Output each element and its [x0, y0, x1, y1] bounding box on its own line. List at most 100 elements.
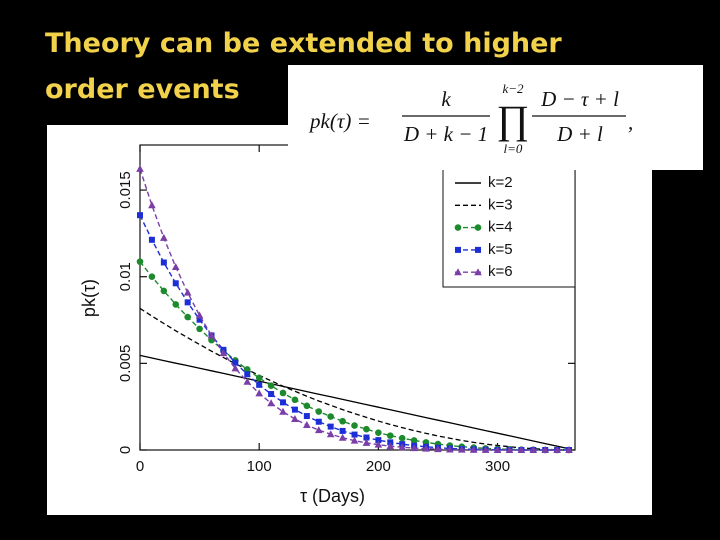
marker — [303, 413, 310, 420]
marker — [243, 377, 252, 385]
x-tick-label: 300 — [485, 458, 510, 475]
marker — [565, 446, 573, 453]
legend-label: k=4 — [488, 219, 513, 236]
marker — [351, 431, 358, 438]
marker — [469, 445, 478, 453]
slide-title-line: order events — [45, 74, 240, 105]
marker — [386, 432, 394, 439]
marker — [160, 259, 167, 266]
slide-title-line: Theory can be extended to higher — [45, 28, 562, 59]
legend-marker — [455, 246, 461, 253]
legend-box — [442, 159, 576, 288]
formula-denominator: D + l — [556, 122, 603, 146]
marker — [243, 366, 251, 373]
marker — [362, 438, 371, 446]
legend-marker — [474, 268, 482, 276]
marker — [219, 349, 228, 357]
marker — [529, 446, 538, 453]
legend-label: k=2 — [488, 174, 513, 191]
marker — [410, 437, 418, 444]
formula: pk(τ) = k D + k − 1 ∏ k−2 l=0 D − τ + l … — [288, 65, 703, 170]
marker — [184, 313, 191, 321]
marker — [291, 406, 298, 413]
formula-box — [288, 65, 703, 170]
plot: 0 100 200 300 0 0.005 0.01 0.015 τ (Days) pk(τ) k=… — [79, 144, 576, 506]
legend-marker — [454, 224, 462, 231]
marker — [196, 325, 203, 333]
marker — [327, 423, 334, 430]
marker — [231, 364, 240, 372]
marker — [339, 417, 346, 425]
marker — [291, 396, 299, 404]
marker — [136, 164, 144, 172]
marker — [196, 316, 203, 323]
marker — [160, 233, 168, 241]
marker — [255, 389, 263, 397]
marker — [267, 399, 275, 407]
marker — [136, 258, 144, 265]
marker — [541, 446, 550, 453]
marker — [493, 446, 502, 453]
marker — [422, 444, 430, 452]
marker — [398, 434, 406, 442]
marker — [303, 421, 311, 429]
marker — [375, 429, 382, 436]
marker — [350, 436, 359, 444]
marker — [232, 359, 239, 366]
marker — [160, 287, 168, 295]
y-axis-label: pk(τ) — [79, 279, 99, 317]
marker — [398, 443, 406, 451]
marker — [148, 201, 156, 209]
marker — [434, 445, 442, 453]
marker — [457, 445, 466, 453]
marker — [481, 445, 490, 453]
product-lower: l=0 — [504, 141, 523, 156]
marker — [207, 331, 216, 339]
marker — [363, 434, 370, 441]
y-tick-label: 0.015 — [117, 171, 134, 209]
marker — [505, 446, 514, 453]
marker — [268, 391, 275, 398]
marker — [363, 425, 370, 433]
marker — [279, 389, 287, 397]
x-tick-label: 100 — [247, 458, 272, 475]
marker — [148, 273, 156, 281]
marker — [183, 288, 192, 296]
marker — [446, 445, 454, 453]
legend-marker — [475, 246, 481, 253]
marker — [314, 426, 323, 434]
legend-label: k=3 — [488, 196, 513, 213]
marker — [291, 414, 299, 422]
y-tick-label: 0 — [117, 446, 134, 454]
legend-marker — [474, 224, 482, 231]
marker — [374, 440, 383, 448]
product-sign: ∏ — [497, 97, 530, 142]
y-tick-label: 0.005 — [117, 345, 134, 383]
marker — [195, 311, 204, 319]
x-tick-label: 200 — [366, 458, 391, 475]
x-tick-label: 0 — [136, 458, 144, 475]
product-upper: k−2 — [502, 81, 524, 96]
marker — [184, 299, 191, 306]
legend-marker — [454, 268, 462, 276]
marker — [172, 301, 180, 308]
marker — [326, 430, 335, 438]
marker — [255, 374, 263, 382]
series-line — [139, 307, 570, 451]
marker — [303, 402, 311, 410]
marker — [148, 236, 155, 243]
marker — [553, 446, 561, 453]
marker — [256, 381, 263, 388]
formula-denominator: D + k − 1 — [403, 122, 488, 146]
formula-numerator: D − τ + l — [540, 87, 619, 111]
marker — [410, 444, 418, 452]
marker — [315, 418, 322, 425]
formula-numerator: k — [441, 87, 451, 111]
marker — [315, 408, 323, 415]
marker — [279, 407, 287, 415]
x-axis-label: τ (Days) — [300, 486, 365, 506]
marker — [137, 212, 143, 219]
marker — [267, 382, 275, 390]
marker — [351, 422, 358, 429]
